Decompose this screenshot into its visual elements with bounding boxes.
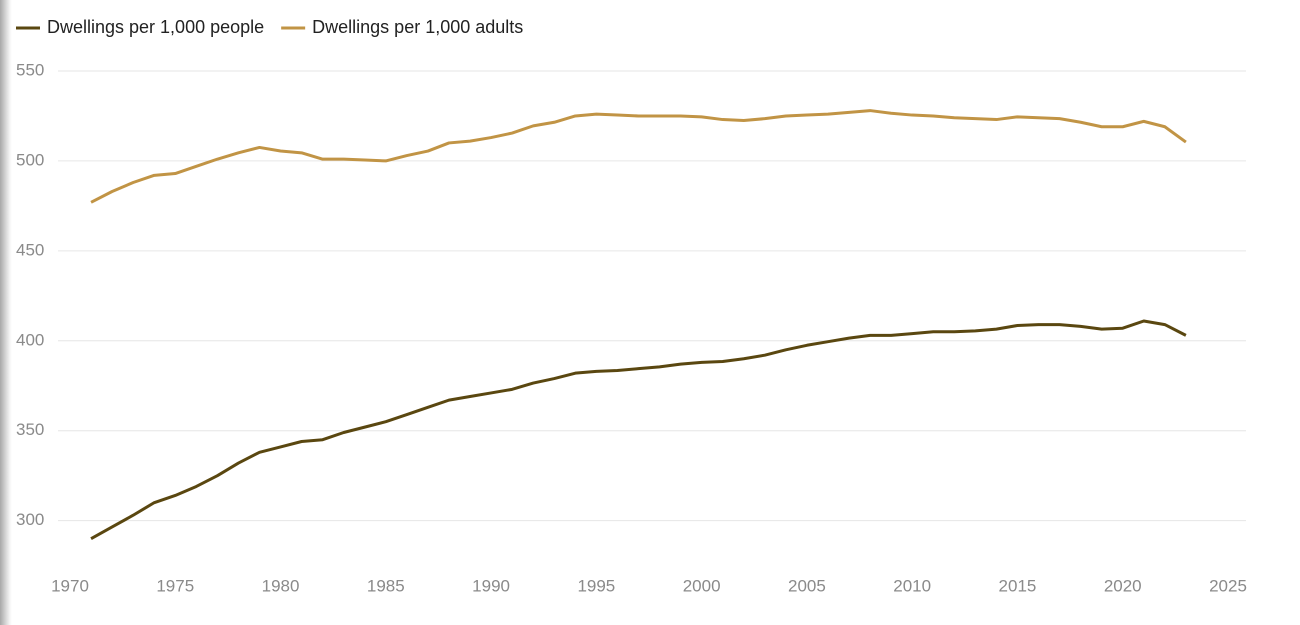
- y-tick-label: 400: [16, 330, 44, 349]
- data-line: [90, 319, 1187, 540]
- x-tick-label: 1995: [577, 576, 615, 595]
- x-tick-label: 2025: [1209, 576, 1247, 595]
- x-tick-label: 1970: [51, 576, 89, 595]
- x-tick-label: 2010: [893, 576, 931, 595]
- y-tick-label: 350: [16, 420, 44, 439]
- x-tick-label: 2000: [683, 576, 721, 595]
- legend-label: Dwellings per 1,000 adults: [312, 17, 523, 37]
- x-tick-label: 1985: [367, 576, 405, 595]
- data-line: [90, 109, 1187, 204]
- x-tick-label: 1975: [156, 576, 194, 595]
- legend-label: Dwellings per 1,000 people: [47, 17, 264, 37]
- edge-shadow: [0, 0, 12, 625]
- y-tick-label: 300: [16, 510, 44, 529]
- y-tick-label: 500: [16, 150, 44, 169]
- x-tick-label: 1980: [262, 576, 300, 595]
- x-tick-label: 2005: [788, 576, 826, 595]
- x-tick-label: 1990: [472, 576, 510, 595]
- y-tick-label: 550: [16, 60, 44, 79]
- y-tick-label: 450: [16, 240, 44, 259]
- x-tick-label: 2015: [999, 576, 1037, 595]
- x-tick-label: 2020: [1104, 576, 1142, 595]
